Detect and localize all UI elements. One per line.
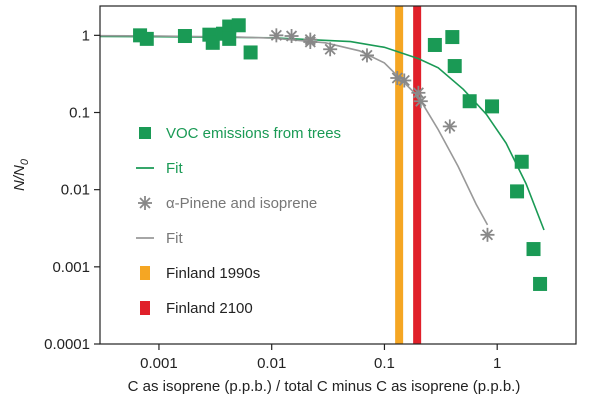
x-tick-label: 0.1 — [374, 355, 395, 372]
pinene-point — [269, 28, 284, 43]
voc-point — [243, 45, 258, 60]
voc-point — [427, 37, 442, 52]
voc-point — [533, 276, 548, 291]
x-tick-label: 1 — [493, 355, 501, 372]
y-axis-label-subscript: 0 — [19, 158, 31, 165]
legend-item: Fit — [136, 230, 183, 247]
voc-point — [139, 31, 154, 46]
voc-point — [177, 29, 192, 44]
voc-point — [222, 31, 237, 46]
pinene-point — [359, 48, 374, 63]
legend-label: Finland 1990s — [166, 265, 260, 282]
y-axis-ticks: 1 0.1 0.01 0.001 0.0001 — [44, 27, 100, 353]
legend-label: Finland 2100 — [166, 300, 253, 317]
legend: VOC emissions from trees Fit α-Pinene and … — [136, 125, 341, 317]
pinene-point — [442, 119, 457, 134]
x-tick-label: 0.001 — [140, 355, 178, 372]
legend-item: Finland 1990s — [140, 265, 260, 282]
y-tick-label: 0.001 — [52, 259, 90, 276]
legend-label: Fit — [166, 230, 183, 247]
pinene-point — [303, 34, 318, 49]
pinene-point — [411, 85, 426, 100]
legend-band-marker — [140, 266, 150, 280]
voc-point — [514, 154, 529, 169]
legend-label: VOC emissions from trees — [166, 125, 341, 142]
voc-point — [447, 59, 462, 74]
band-2 — [413, 6, 422, 344]
voc-point — [526, 242, 541, 257]
legend-item: VOC emissions from trees — [139, 125, 341, 142]
y-tick-label: 1 — [82, 27, 90, 44]
pinene-point — [413, 94, 428, 109]
x-axis-ticks: 0.001 0.01 0.1 1 — [140, 344, 501, 372]
legend-item: Finland 2100 — [140, 300, 253, 317]
y-axis-label-main: N/N — [11, 165, 28, 191]
legend-item: Fit — [136, 160, 183, 177]
band-1 — [395, 6, 404, 344]
y-tick-label: 0.01 — [61, 182, 90, 199]
plot-frame — [99, 5, 577, 345]
pinene-point — [323, 42, 338, 57]
y-tick-label: 0.0001 — [44, 336, 90, 353]
y-axis-label: N/N0 — [11, 158, 31, 191]
voc-point — [510, 184, 525, 199]
pinene-point — [397, 73, 412, 88]
x-tick-label: 0.01 — [257, 355, 286, 372]
voc-point — [445, 30, 460, 45]
legend-item: α-Pinene and isoprene — [138, 195, 317, 212]
voc-point — [462, 94, 477, 109]
voc-point — [231, 18, 246, 33]
pinene-point — [480, 227, 495, 242]
y-tick-label: 0.1 — [69, 105, 90, 122]
legend-square-marker — [139, 127, 151, 139]
legend-label: Fit — [166, 160, 183, 177]
data-points — [133, 18, 548, 291]
voc-point — [485, 99, 500, 114]
legend-asterisk-marker — [138, 196, 152, 210]
vertical-bands — [395, 6, 422, 344]
x-axis-label: C as isoprene (p.p.b.) / total C minus C… — [128, 378, 521, 395]
legend-band-marker — [140, 301, 150, 315]
pinene-point — [284, 29, 299, 44]
legend-label: α-Pinene and isoprene — [166, 195, 317, 212]
